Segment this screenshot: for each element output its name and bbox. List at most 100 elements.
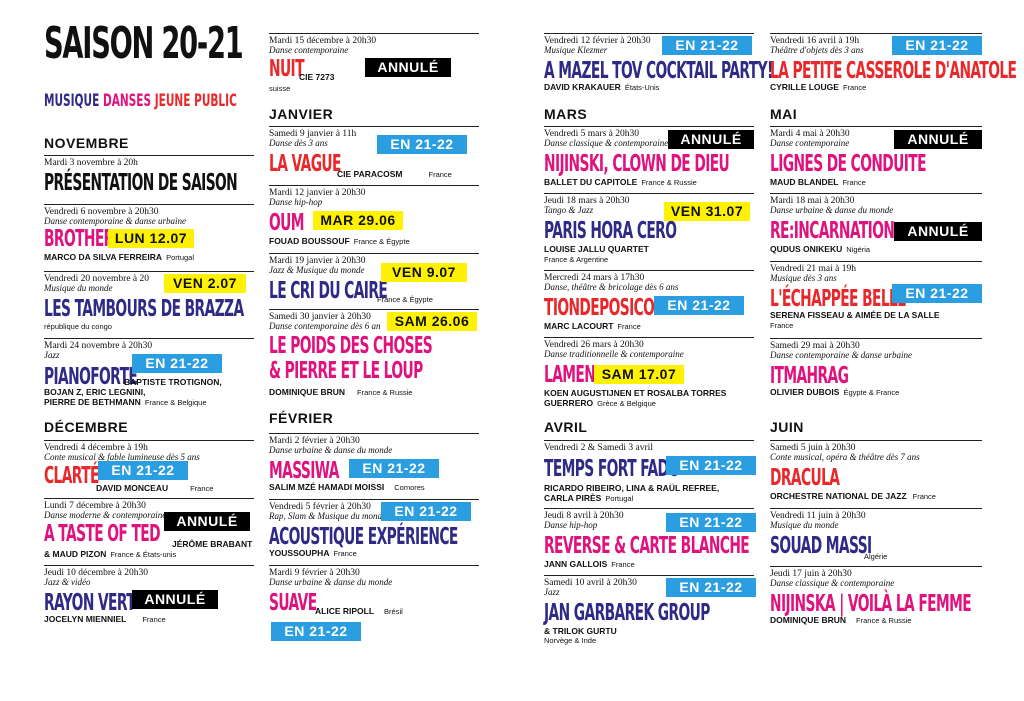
month-novembre: NOVEMBRE (44, 135, 129, 151)
status-badge: EN 21-22 (892, 36, 982, 55)
event-title: TEMPS FORT FADO (544, 456, 680, 482)
event-genre: Musique Klezmer (544, 45, 608, 55)
event-artist: & MAUD PIZON France & États-unis (44, 549, 177, 559)
event-nijinska: Jeudi 17 juin à 20h30 Danse classique & … (770, 566, 982, 629)
event-country: France (770, 321, 794, 330)
event-clarte: Vendredi 4 décembre à 19h Conte musical … (44, 440, 254, 497)
status-badge: VEN 9.07 (381, 263, 467, 282)
event-artist: CARLA PIRÈS Portugal (544, 493, 634, 503)
event-date: Mardi 4 mai à 20h30 (770, 129, 850, 139)
status-badge: ANNULÉ (132, 590, 218, 609)
event-title: PARIS HORA CERO (544, 218, 677, 244)
event-acoustique: Vendredi 5 février à 20h30 Rap, Slam & M… (269, 499, 479, 562)
status-badge: VEN 2.07 (164, 274, 246, 293)
status-badge: EN 21-22 (666, 578, 756, 597)
event-title: L'ÉCHAPPÉE BELLE (770, 286, 907, 312)
event-date: Jeudi 17 juin à 20h30 (770, 569, 852, 579)
event-artist: MARC LACOURT France (544, 321, 641, 331)
event-country: France & Argentine (544, 255, 609, 264)
event-genre: Jazz & Musique du monde (269, 265, 365, 275)
event-lignes-de-conduite: Mardi 4 mai à 20h30 Danse contemporaine … (770, 126, 982, 189)
event-artist: CYRILLE LOUGE France (770, 82, 867, 92)
event-country: Norvège & Inde (544, 636, 597, 645)
event-date: Mardi 19 janvier à 20h30 (269, 256, 366, 266)
event-title: CLARTÉ (44, 463, 99, 489)
event-artist: GUERRERO Grèce & Belgique (544, 398, 656, 408)
event-title: ITMAHRAG (770, 363, 849, 389)
event-genre: Danse traditionnelle & contemporaine (544, 349, 684, 359)
event-artist: DOMINIQUE BRUN France & Russie (770, 615, 912, 625)
event-genre: Danse urbaine & danse du monde (269, 577, 393, 587)
event-genre: Danse classique & contemporaine (770, 578, 895, 588)
event-country: suisse (269, 84, 291, 93)
event-paris-hora-cero: Jeudi 18 mars à 20h30 Tango & Jazz PARIS… (544, 193, 754, 266)
event-genre: Jazz (544, 587, 560, 597)
event-title: RE:INCARNATION (770, 218, 895, 244)
event-title: TIONDEPOSICOM (544, 295, 668, 321)
event-title: LE POIDS DES CHOSES (269, 333, 433, 359)
event-artist: QUDUS ONIKEKU Nigéria (770, 244, 871, 254)
event-title: LA VAGUE (269, 151, 341, 177)
event-genre: Danse classique & contemporaine (544, 138, 669, 148)
event-title: DRACULA (770, 465, 840, 491)
event-artist: CIE 7273 (299, 72, 335, 82)
event-artist: DOMINIQUE BRUN France & Russie (269, 387, 413, 397)
event-artist: DAVID KRAKAUER États-Unis (544, 82, 660, 92)
event-date: Samedi 9 janvier à 11h (269, 129, 357, 139)
event-jan-garbarek: Samedi 10 avril à 20h30 Jazz JAN GARBARE… (544, 575, 756, 646)
event-date: Jeudi 10 décembre à 20h30 (44, 568, 148, 578)
event-artist: KOEN AUGUSTIJNEN ET ROSALBA TORRES (544, 388, 727, 398)
event-genre: Danse contemporaine dès 6 an (269, 321, 381, 331)
event-tambours: Vendredi 20 novembre à 20 Musique du mon… (44, 271, 254, 334)
event-title: LA PETITE CASSEROLE D'ANATOLE (770, 58, 1017, 84)
event-artist: JOCELYN MIENNIEL France (44, 614, 166, 624)
event-artist: ALICE RIPOLL Brésil (315, 606, 403, 616)
event-genre: Danse moderne & contemporaine (44, 510, 167, 520)
month-janvier: JANVIER (269, 106, 334, 122)
status-badge: ANNULÉ (164, 512, 250, 531)
event-title: PIANOFORTE (44, 364, 138, 390)
event-artist: France & Égypte (377, 295, 433, 304)
event-genre: Musique du monde (770, 520, 839, 530)
event-genre: Rap, Slam & Musique du monde (269, 511, 386, 521)
event-artist: & TRILOK GURTU (544, 626, 617, 636)
status-badge: EN 21-22 (132, 354, 222, 373)
event-title: OUM (269, 210, 304, 236)
event-petite-casserole: Vendredi 16 avril à 19h Théâtre d'objets… (770, 33, 1017, 96)
event-artist: MAUD BLANDEL France (770, 177, 866, 187)
event-title: REVERSE & CARTE BLANCHE (544, 533, 750, 559)
event-genre: Tango & Jazz (544, 205, 594, 215)
event-artist: FOUAD BOUSSOUF France & Égypte (269, 236, 410, 246)
event-genre: Danse contemporaine (770, 138, 850, 148)
event-title: LIGNES DE CONDUITE (770, 151, 927, 177)
event-date: Samedi 29 mai à 20h30 (770, 341, 860, 351)
event-reincarnation: Mardi 18 mai à 20h30 Danse urbaine & dan… (770, 193, 982, 256)
status-badge: EN 21-22 (662, 36, 752, 55)
event-artist: BAPTISTE TROTIGNON, (124, 377, 222, 387)
event-nijinski: Vendredi 5 mars à 20h30 Danse classique … (544, 126, 754, 189)
month-avril: AVRIL (544, 419, 588, 435)
event-dracula: Samedi 5 juin à 20h30 Conte musical, opé… (770, 440, 982, 503)
event-date: Lundi 7 décembre à 20h30 (44, 501, 146, 511)
event-date: Vendredi 6 novembre à 20h30 (44, 207, 159, 217)
event-reverse: Jeudi 8 avril à 20h30 Danse hip-hop REVE… (544, 508, 756, 571)
status-badge: ANNULÉ (365, 58, 451, 77)
status-badge: EN 21-22 (892, 284, 982, 303)
event-title: MASSIWA (269, 458, 339, 484)
status-badge: EN 21-22 (271, 622, 361, 641)
event-date: Vendredi 20 novembre à 20 (44, 274, 149, 284)
event-date: Mardi 24 novembre à 20h30 (44, 341, 153, 351)
status-badge: VEN 31.07 (664, 202, 750, 221)
event-genre: Danse urbaine & danse du monde (269, 445, 393, 455)
event-title: LES TAMBOURS DE BRAZZA (44, 296, 244, 322)
event-date: Mardi 9 février à 20h30 (269, 568, 360, 578)
event-date: Mardi 3 novembre à 20h (44, 158, 138, 168)
event-title: SOUAD MASSI (770, 533, 872, 559)
event-echappee-belle: Vendredi 21 mai à 19h Musique dès 3 ans … (770, 261, 982, 334)
month-mai: MAI (770, 106, 798, 122)
status-badge: SAM 17.07 (594, 365, 684, 384)
status-badge: ANNULÉ (894, 130, 982, 149)
month-decembre: DÉCEMBRE (44, 419, 129, 435)
event-poids-des-choses: Samedi 30 janvier à 20h30 Danse contempo… (269, 309, 479, 400)
event-title: LE CRI DU CAIRE (269, 278, 388, 304)
